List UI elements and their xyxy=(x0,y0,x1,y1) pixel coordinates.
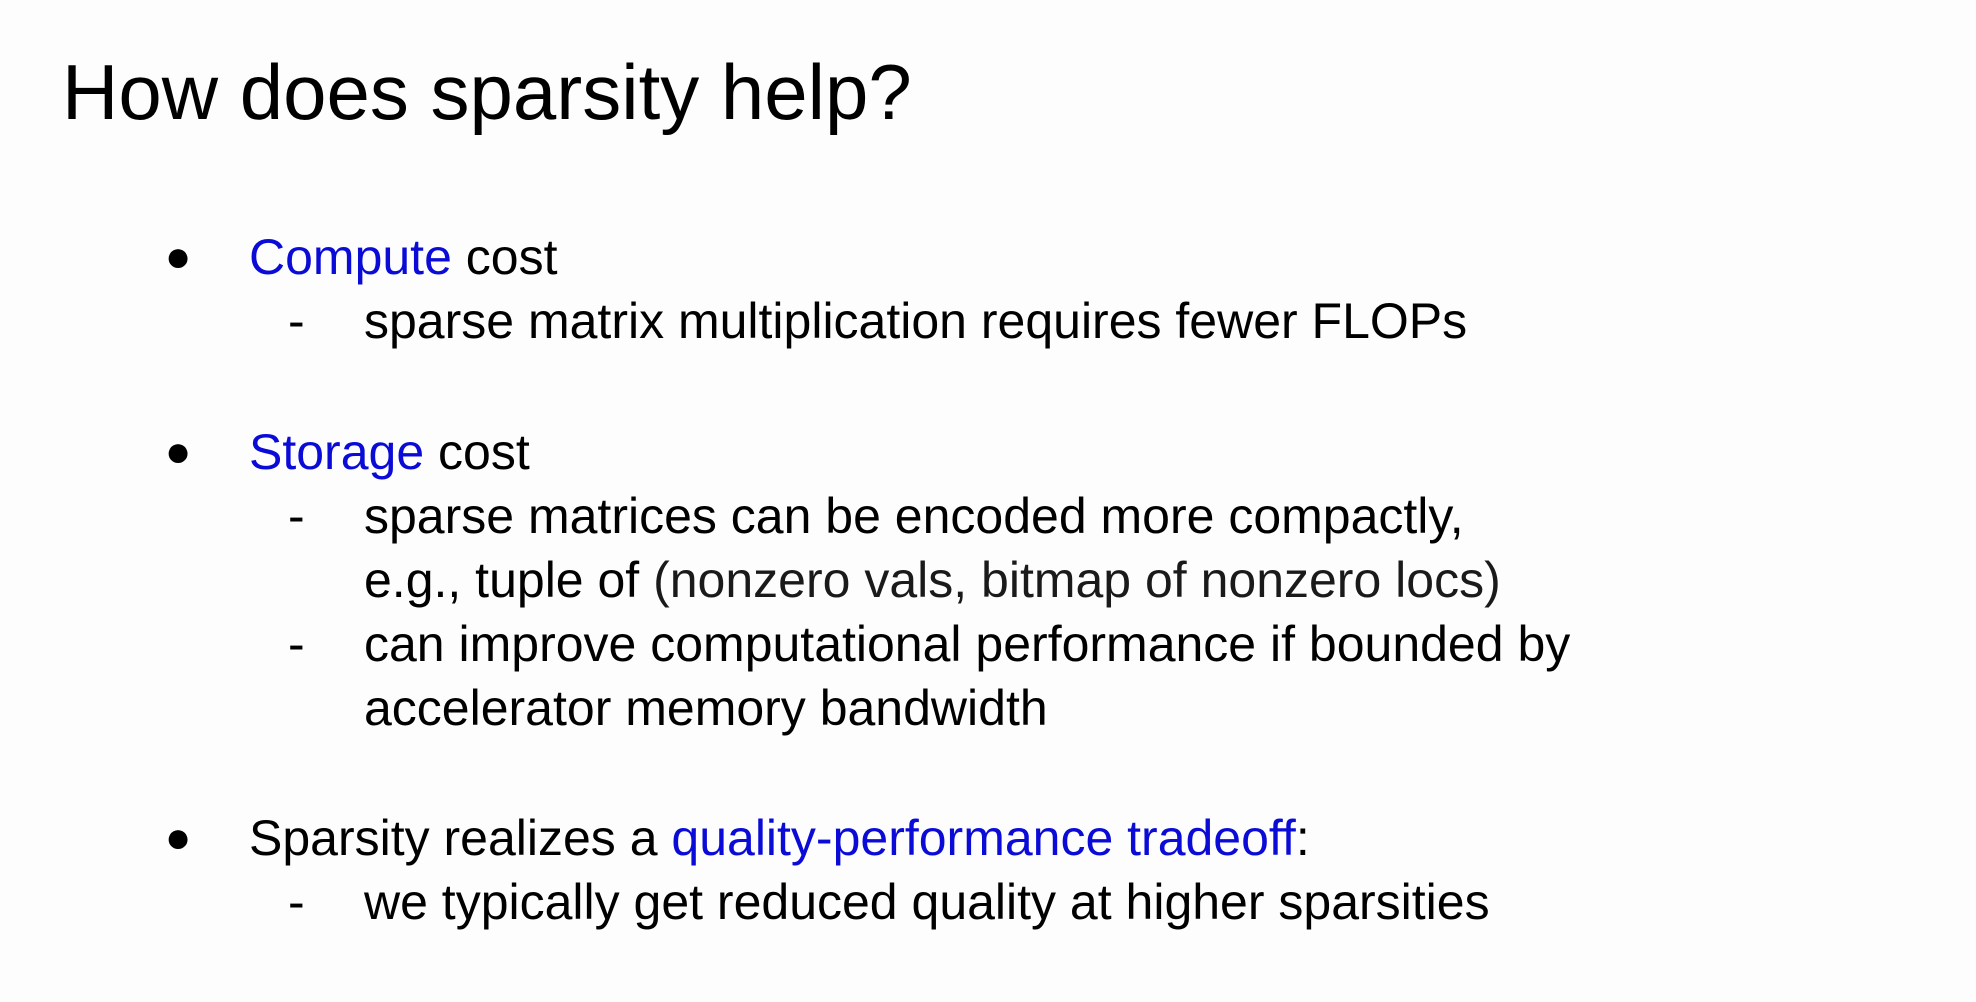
tradeoff-sub-item: - we typically get reduced quality at hi… xyxy=(0,870,1976,934)
bullet-compute-heading: ● Compute cost xyxy=(0,225,1976,289)
storage-sub2-line1: can improve computational performance if… xyxy=(364,616,1571,672)
storage-highlight: Storage xyxy=(249,424,425,480)
bullet-tradeoff-text: Sparsity realizes a quality-performance … xyxy=(249,806,1310,870)
tradeoff-prefix: Sparsity realizes a xyxy=(249,810,672,866)
storage-sub-item-2-cont: accelerator memory bandwidth xyxy=(0,676,1976,740)
bullet-dot-icon: ● xyxy=(164,232,192,281)
tradeoff-sub-text: we typically get reduced quality at high… xyxy=(364,874,1490,930)
compute-sub-text: sparse matrix multiplication requires fe… xyxy=(364,293,1468,349)
storage-sub-item-1-cont: e.g., tuple of (nonzero vals, bitmap of … xyxy=(0,548,1976,612)
bullet-compute-text: Compute cost xyxy=(249,225,557,289)
compute-rest: cost xyxy=(451,229,558,285)
compute-highlight: Compute xyxy=(249,229,452,285)
slide-title: How does sparsity help? xyxy=(62,48,912,136)
storage-sub1-prefix: e.g., tuple of xyxy=(364,552,654,608)
bullet-compute: ● Compute cost - sparse matrix multiplic… xyxy=(0,225,1976,353)
bullet-dot-icon: ● xyxy=(164,813,192,862)
storage-sub1-line2: e.g., tuple of (nonzero vals, bitmap of … xyxy=(364,548,1501,612)
bullet-storage-heading: ● Storage cost xyxy=(0,420,1976,484)
tradeoff-highlight: quality-performance tradeoff xyxy=(671,810,1296,866)
storage-sub2-line2: accelerator memory bandwidth xyxy=(364,680,1048,736)
compute-sub-item: - sparse matrix multiplication requires … xyxy=(0,289,1976,353)
dash-icon: - xyxy=(288,293,305,349)
bullet-dot-icon: ● xyxy=(164,427,192,476)
bullet-tradeoff: ● Sparsity realizes a quality-performanc… xyxy=(0,806,1976,934)
storage-sub1-line1: sparse matrices can be encoded more comp… xyxy=(364,488,1464,544)
bullet-storage-text: Storage cost xyxy=(249,420,530,484)
storage-rest: cost xyxy=(424,424,530,480)
tradeoff-suffix: : xyxy=(1295,810,1310,866)
dash-icon: - xyxy=(288,616,305,672)
dash-icon: - xyxy=(288,874,305,930)
storage-sub1-tuple: (nonzero vals, bitmap of nonzero locs) xyxy=(653,552,1501,608)
bullet-storage: ● Storage cost - sparse matrices can be … xyxy=(0,420,1976,740)
storage-sub-item-2: - can improve computational performance … xyxy=(0,612,1976,676)
dash-icon: - xyxy=(288,488,305,544)
bullet-tradeoff-heading: ● Sparsity realizes a quality-performanc… xyxy=(0,806,1976,870)
storage-sub-item-1: - sparse matrices can be encoded more co… xyxy=(0,484,1976,548)
